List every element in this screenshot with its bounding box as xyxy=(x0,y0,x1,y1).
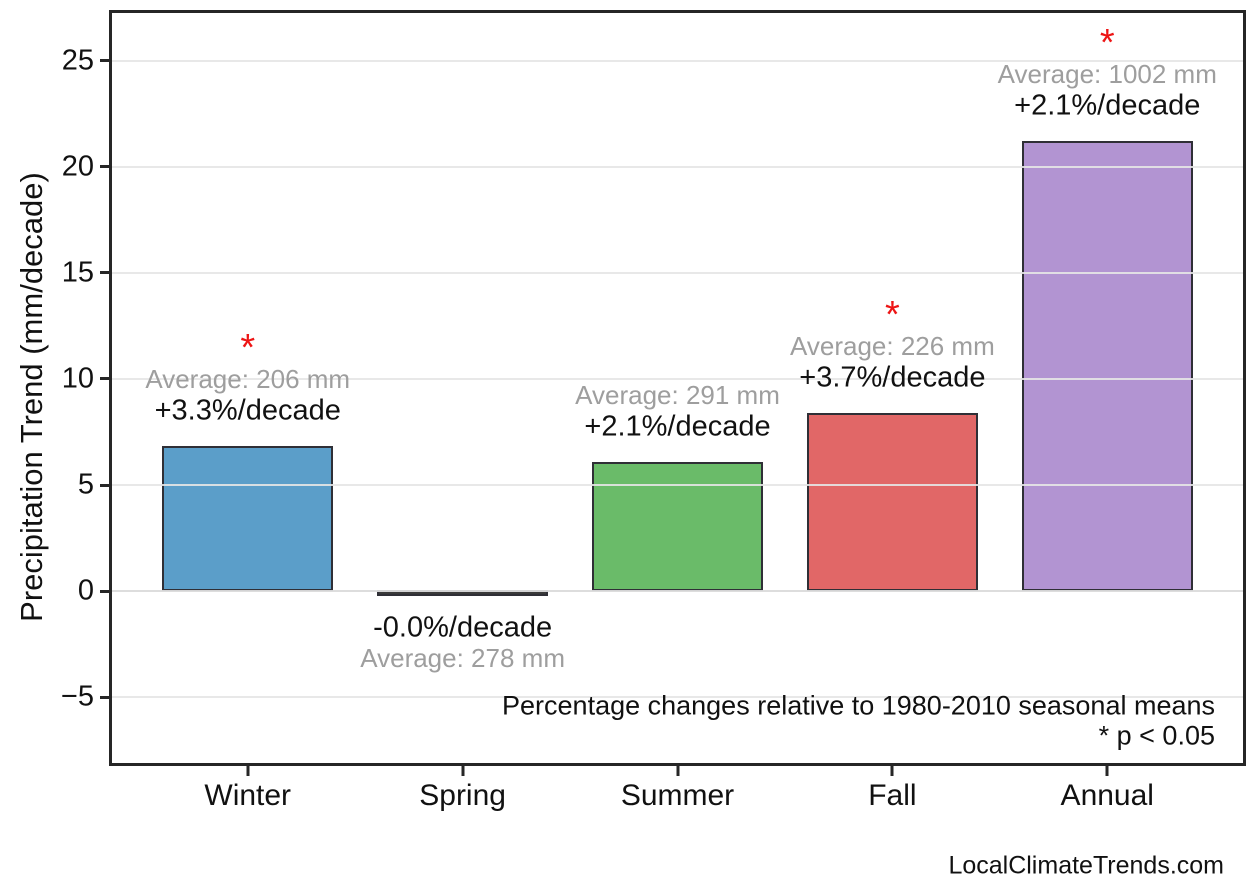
bar-average-label: Average: 1002 mm xyxy=(997,59,1217,90)
bar-average-label: Average: 226 mm xyxy=(790,330,995,361)
gridline xyxy=(112,59,1243,62)
significance-star-icon: * xyxy=(240,326,256,369)
y-tick-label: 15 xyxy=(61,256,94,289)
y-axis-label: Precipitation Trend (mm/decade) xyxy=(14,172,49,622)
bar-average-label: Average: 278 mm xyxy=(360,643,565,674)
y-axis-tick xyxy=(100,695,109,699)
watermark: LocalClimateTrends.com xyxy=(948,851,1224,880)
y-axis-tick xyxy=(100,165,109,169)
significance-star-icon: * xyxy=(884,293,900,336)
y-tick-label: 5 xyxy=(77,468,94,501)
gridline xyxy=(112,696,1243,699)
gridline xyxy=(112,377,1243,380)
gridline xyxy=(112,590,1243,593)
x-tick-label: Fall xyxy=(868,779,917,812)
x-axis-tick xyxy=(1105,766,1109,776)
y-axis-tick xyxy=(100,271,109,275)
bar-annual xyxy=(1021,141,1193,592)
note-text: Percentage changes relative to 1980-2010… xyxy=(502,690,1215,721)
gridline xyxy=(112,484,1243,487)
x-tick-label: Summer xyxy=(620,779,735,812)
y-axis-tick xyxy=(100,377,109,381)
bar-percent-label: +2.1%/decade xyxy=(584,410,771,443)
x-tick-label: Winter xyxy=(204,779,292,812)
significance-star-icon: * xyxy=(1099,22,1115,65)
x-axis-tick xyxy=(676,766,679,776)
bar-percent-label: -0.0%/decade xyxy=(373,611,553,644)
y-tick-label: 25 xyxy=(61,44,94,77)
bar-average-label: Average: 206 mm xyxy=(145,363,351,394)
y-tick-label: 0 xyxy=(77,574,94,607)
x-axis-tick xyxy=(461,766,465,776)
plot-area: Percentage changes relative to 1980-2010… xyxy=(61,10,1246,811)
bar-fall xyxy=(806,412,978,592)
y-axis-tick xyxy=(100,59,109,63)
bar-average-label: Average: 291 mm xyxy=(575,379,780,410)
significance-note: * p < 0.05 xyxy=(1098,720,1215,751)
y-tick-label: 10 xyxy=(61,362,94,395)
bar-percent-label: +3.3%/decade xyxy=(154,394,341,427)
y-tick-label: −5 xyxy=(60,680,94,713)
bar-summer xyxy=(592,461,763,592)
bar-percent-label: +3.7%/decade xyxy=(799,361,986,394)
x-tick-label: Annual xyxy=(1060,779,1154,812)
y-tick-label: 20 xyxy=(61,150,94,183)
gridline xyxy=(112,271,1243,274)
x-axis-tick xyxy=(246,766,250,776)
x-tick-label: Spring xyxy=(419,779,506,812)
bar-winter xyxy=(162,445,334,592)
y-axis-tick xyxy=(100,483,109,487)
y-axis-tick xyxy=(100,589,109,593)
bar-percent-label: +2.1%/decade xyxy=(1014,89,1201,122)
gridline xyxy=(112,165,1243,168)
x-axis-tick xyxy=(890,766,894,776)
